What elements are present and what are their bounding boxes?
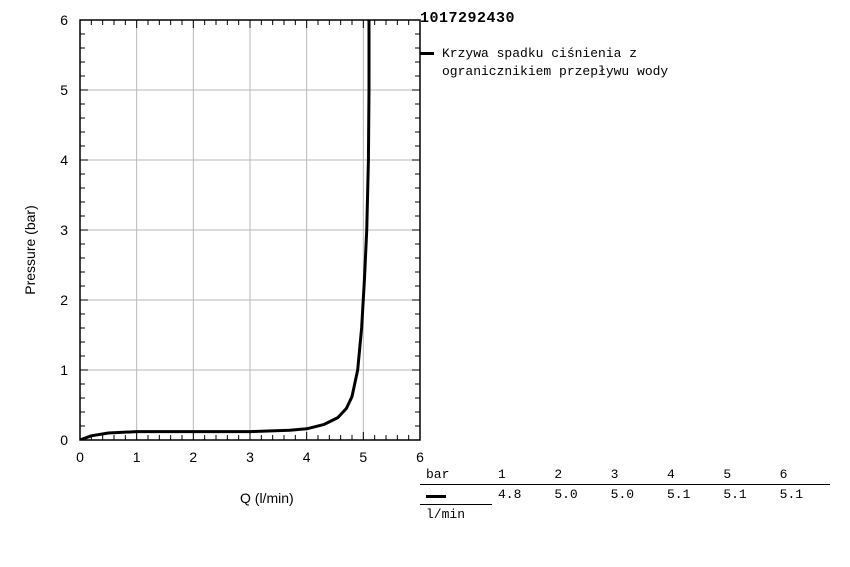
table-unit-spacer (492, 505, 830, 525)
data-table: bar 1 2 3 4 5 6 4.8 5.0 5.0 5.1 5.1 5.1 (420, 465, 830, 524)
table-unit-row: l/min (420, 505, 830, 525)
svg-text:3: 3 (246, 449, 254, 465)
table-col-4: 4 (661, 465, 717, 485)
legend-label: Krzywa spadku ciśnienia z ogranicznikiem… (442, 45, 720, 80)
x-axis-label: Q (l/min) (240, 490, 294, 506)
svg-text:0: 0 (76, 449, 84, 465)
table-unit-label: l/min (420, 505, 492, 525)
table-header-bar: bar (420, 465, 492, 485)
table-cell: 5.0 (605, 485, 661, 505)
svg-text:3: 3 (60, 222, 68, 238)
table-cell: 5.1 (661, 485, 717, 505)
chart-title: 1017292430 (420, 10, 840, 27)
pressure-drop-chart: 0 1 2 3 4 5 6 0 1 2 3 4 5 6 (30, 0, 430, 490)
legend: Krzywa spadku ciśnienia z ogranicznikiem… (420, 45, 720, 80)
table-cell: 5.1 (717, 485, 773, 505)
svg-text:4: 4 (60, 152, 68, 168)
table-col-5: 5 (717, 465, 773, 485)
y-axis-label: Pressure (bar) (22, 205, 38, 294)
table-cell: 4.8 (492, 485, 548, 505)
svg-text:1: 1 (133, 449, 141, 465)
table-col-2: 2 (548, 465, 604, 485)
svg-text:6: 6 (60, 12, 68, 28)
svg-text:5: 5 (60, 82, 68, 98)
table-col-1: 1 (492, 465, 548, 485)
page-root: Pressure (bar) Q (l/min) 01234560123456 … (0, 0, 850, 567)
data-table-container: bar 1 2 3 4 5 6 4.8 5.0 5.0 5.1 5.1 5.1 (420, 465, 830, 524)
right-panel: 1017292430 Krzywa spadku ciśnienia z ogr… (420, 10, 840, 80)
svg-text:2: 2 (189, 449, 197, 465)
table-cell: 5.0 (548, 485, 604, 505)
table-row: 4.8 5.0 5.0 5.1 5.1 5.1 (420, 485, 830, 505)
table-header-row: bar 1 2 3 4 5 6 (420, 465, 830, 485)
legend-swatch (420, 52, 434, 55)
series-swatch-icon (426, 495, 446, 498)
svg-text:1: 1 (60, 362, 68, 378)
svg-text:2: 2 (60, 292, 68, 308)
table-cell: 5.1 (774, 485, 830, 505)
svg-text:5: 5 (359, 449, 367, 465)
chart-container: Pressure (bar) Q (l/min) 01234560123456 (30, 0, 430, 510)
svg-text:6: 6 (416, 449, 424, 465)
svg-text:0: 0 (60, 432, 68, 448)
svg-text:4: 4 (303, 449, 311, 465)
table-col-3: 3 (605, 465, 661, 485)
table-row-swatch-cell (420, 485, 492, 505)
table-col-6: 6 (774, 465, 830, 485)
